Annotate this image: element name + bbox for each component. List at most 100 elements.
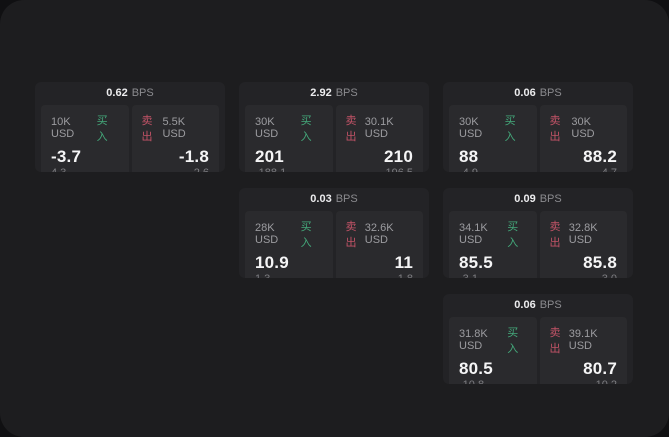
sell-panel-top: 卖出 30.1K USD xyxy=(346,112,414,144)
quote-card: 0.62 BPS 10K USD 买入 -3.7 4.3 卖出 5.5K USD… xyxy=(35,82,225,172)
buy-delta-value: -4.9 xyxy=(459,167,527,172)
bps-header: 2.92 BPS xyxy=(239,82,429,105)
buy-panel[interactable]: 30K USD 买入 201 -188.1 xyxy=(245,105,333,172)
buy-price-value: 80.5 xyxy=(459,359,493,378)
sell-delta-value: 4.7 xyxy=(550,167,617,172)
buy-panel[interactable]: 10K USD 买入 -3.7 4.3 xyxy=(41,105,129,172)
sell-panel-top: 卖出 30K USD xyxy=(550,112,618,144)
buy-side-tag: 买入 xyxy=(300,221,312,249)
buy-side-tag: 买入 xyxy=(504,115,516,143)
buy-size-label: 10K USD xyxy=(51,116,75,140)
card-body: 30K USD 买入 201 -188.1 卖出 30.1K USD 210 1… xyxy=(239,105,429,172)
buy-price-value: 85.5 xyxy=(459,253,493,272)
buy-delta-value: 4.3 xyxy=(51,167,119,172)
buy-panel-top: 10K USD 买入 xyxy=(51,112,119,144)
bps-suffix-label: BPS xyxy=(539,87,562,99)
sell-panel[interactable]: 卖出 32.8K USD 85.8 3.0 xyxy=(539,211,627,278)
bps-suffix-label: BPS xyxy=(539,299,562,311)
buy-panel-top: 28K USD 买入 xyxy=(255,218,323,250)
sell-size-label: 30K USD xyxy=(571,116,595,140)
buy-panel-top: 30K USD 买入 xyxy=(255,112,323,144)
sell-delta-value: 196.5 xyxy=(346,167,413,172)
buy-panel-top: 30K USD 买入 xyxy=(459,112,527,144)
sell-panel-top: 卖出 32.8K USD xyxy=(550,218,618,250)
buy-panel[interactable]: 31.8K USD 买入 80.5 -10.8 xyxy=(449,317,537,384)
sell-panel[interactable]: 卖出 30K USD 88.2 4.7 xyxy=(539,105,627,172)
sell-price-value: 11 xyxy=(394,253,413,272)
bps-value: 0.09 xyxy=(514,193,536,205)
card-body: 34.1K USD 买入 85.5 -3.1 卖出 32.8K USD 85.8… xyxy=(443,211,633,278)
sell-delta-value: 10.2 xyxy=(550,379,617,384)
sell-delta-value: -1.8 xyxy=(346,273,413,278)
sell-delta-value: 3.0 xyxy=(550,273,617,278)
buy-panel[interactable]: 30K USD 买入 88 -4.9 xyxy=(449,105,537,172)
buy-delta-value: -3.1 xyxy=(459,273,527,278)
sell-price-value: -1.8 xyxy=(178,147,209,166)
buy-price-value: 10.9 xyxy=(255,253,289,272)
sell-size-label: 39.1K USD xyxy=(568,328,598,352)
buy-delta-value: 1.3 xyxy=(255,273,323,278)
buy-size-label: 30K USD xyxy=(255,116,279,140)
sell-price-value: 88.2 xyxy=(583,147,617,166)
bps-suffix-label: BPS xyxy=(539,193,562,205)
sell-panel-top: 卖出 32.6K USD xyxy=(346,218,414,250)
sell-panel[interactable]: 卖出 32.6K USD 11 -1.8 xyxy=(335,211,423,278)
sell-panel[interactable]: 卖出 39.1K USD 80.7 10.2 xyxy=(539,317,627,384)
buy-side-tag: 买入 xyxy=(507,221,519,249)
bps-value: 0.62 xyxy=(106,87,128,99)
bps-value: 0.06 xyxy=(514,299,536,311)
buy-side-tag: 买入 xyxy=(300,115,312,143)
card-body: 31.8K USD 买入 80.5 -10.8 卖出 39.1K USD 80.… xyxy=(443,317,633,384)
bps-suffix-label: BPS xyxy=(131,87,154,99)
buy-price-value: -3.7 xyxy=(51,147,82,166)
bps-suffix-label: BPS xyxy=(335,193,358,205)
sell-size-label: 30.1K USD xyxy=(364,116,394,140)
bps-header: 0.09 BPS xyxy=(443,188,633,211)
sell-side-tag: 卖出 xyxy=(549,115,561,143)
sell-size-label: 32.6K USD xyxy=(364,222,394,246)
sell-panel[interactable]: 卖出 30.1K USD 210 196.5 xyxy=(335,105,423,172)
card-body: 30K USD 买入 88 -4.9 卖出 30K USD 88.2 4.7 xyxy=(443,105,633,172)
bps-header: 0.06 BPS xyxy=(443,82,633,105)
bps-header: 0.03 BPS xyxy=(239,188,429,211)
sell-size-label: 32.8K USD xyxy=(568,222,598,246)
buy-size-label: 34.1K USD xyxy=(459,222,488,246)
buy-price-value: 88 xyxy=(459,147,479,166)
sell-panel[interactable]: 卖出 5.5K USD -1.8 -2.6 xyxy=(131,105,219,172)
buy-price-value: 201 xyxy=(255,147,284,166)
sell-delta-value: -2.6 xyxy=(142,167,209,172)
buy-panel[interactable]: 34.1K USD 买入 85.5 -3.1 xyxy=(449,211,537,278)
buy-size-label: 30K USD xyxy=(459,116,483,140)
bps-value: 0.06 xyxy=(514,87,536,99)
sell-panel-top: 卖出 39.1K USD xyxy=(550,324,618,356)
sell-side-tag: 卖出 xyxy=(549,327,561,355)
quote-card: 0.06 BPS 31.8K USD 买入 80.5 -10.8 卖出 39.1… xyxy=(443,294,633,384)
quote-card: 0.03 BPS 28K USD 买入 10.9 1.3 卖出 32.6K US… xyxy=(239,188,429,278)
buy-panel-top: 34.1K USD 买入 xyxy=(459,218,527,250)
quote-card: 0.06 BPS 30K USD 买入 88 -4.9 卖出 30K USD 8… xyxy=(443,82,633,172)
sell-side-tag: 卖出 xyxy=(141,115,153,143)
buy-side-tag: 买入 xyxy=(507,327,519,355)
bps-header: 0.06 BPS xyxy=(443,294,633,317)
quotes-grid: 0.62 BPS 10K USD 买入 -3.7 4.3 卖出 5.5K USD… xyxy=(35,82,633,384)
bps-suffix-label: BPS xyxy=(335,87,358,99)
buy-side-tag: 买入 xyxy=(96,115,108,143)
sell-price-value: 210 xyxy=(384,147,413,166)
sell-side-tag: 卖出 xyxy=(345,115,357,143)
card-body: 28K USD 买入 10.9 1.3 卖出 32.6K USD 11 -1.8 xyxy=(239,211,429,278)
bps-header: 0.62 BPS xyxy=(35,82,225,105)
sell-price-value: 85.8 xyxy=(583,253,617,272)
sell-side-tag: 卖出 xyxy=(549,221,561,249)
buy-size-label: 28K USD xyxy=(255,222,279,246)
quote-card: 0.09 BPS 34.1K USD 买入 85.5 -3.1 卖出 32.8K… xyxy=(443,188,633,278)
bps-value: 0.03 xyxy=(310,193,332,205)
sell-panel-top: 卖出 5.5K USD xyxy=(142,112,210,144)
card-body: 10K USD 买入 -3.7 4.3 卖出 5.5K USD -1.8 -2.… xyxy=(35,105,225,172)
sell-size-label: 5.5K USD xyxy=(162,116,186,140)
sell-price-value: 80.7 xyxy=(583,359,617,378)
quote-card: 2.92 BPS 30K USD 买入 201 -188.1 卖出 30.1K … xyxy=(239,82,429,172)
buy-panel[interactable]: 28K USD 买入 10.9 1.3 xyxy=(245,211,333,278)
sell-side-tag: 卖出 xyxy=(345,221,357,249)
buy-panel-top: 31.8K USD 买入 xyxy=(459,324,527,356)
